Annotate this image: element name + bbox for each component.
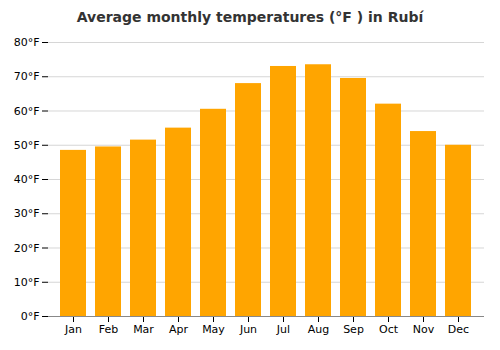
svg-text:Apr: Apr (169, 323, 189, 336)
svg-text:60°F: 60°F (14, 105, 40, 118)
svg-text:Dec: Dec (448, 323, 469, 336)
svg-text:20°F: 20°F (14, 242, 40, 255)
svg-text:50°F: 50°F (14, 139, 40, 152)
svg-text:40°F: 40°F (14, 173, 40, 186)
svg-text:Jul: Jul (276, 323, 290, 336)
svg-text:Aug: Aug (308, 323, 329, 336)
svg-text:10°F: 10°F (14, 276, 40, 289)
svg-text:Jan: Jan (64, 323, 82, 336)
svg-text:0°F: 0°F (21, 310, 40, 323)
svg-text:Nov: Nov (413, 323, 435, 336)
html-text:Average monthly temperatures (: Average monthly temperatures (°F ) in Ru… (76, 9, 424, 25)
svg-text:Sep: Sep (343, 323, 364, 336)
svg-text:Feb: Feb (99, 323, 118, 336)
svg-text:Oct: Oct (379, 323, 399, 336)
svg-text:70°F: 70°F (14, 70, 40, 83)
svg-text:May: May (202, 323, 225, 336)
svg-text:Mar: Mar (133, 323, 154, 336)
svg-text:80°F: 80°F (14, 36, 40, 49)
svg-text:Jun: Jun (239, 323, 257, 336)
svg-text:30°F: 30°F (14, 207, 40, 220)
